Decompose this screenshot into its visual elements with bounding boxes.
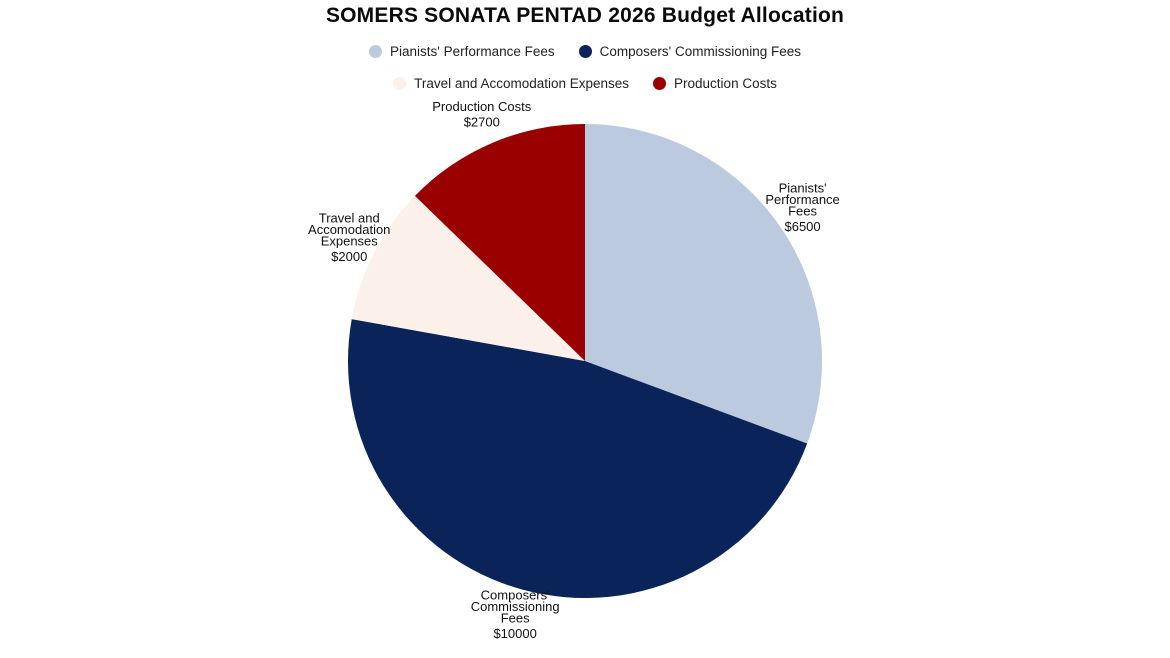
legend-swatch-pianists xyxy=(368,45,382,58)
legend-item-production[interactable]: Production Costs xyxy=(653,76,777,91)
pie-slice-composers[interactable] xyxy=(348,319,808,598)
data-label-travel-line: Travel and xyxy=(319,211,380,226)
data-label-pianists-line: Pianists' xyxy=(779,180,827,195)
legend-item-composers[interactable]: Composers' Commissioning Fees xyxy=(578,44,802,59)
data-label-composers-value: $10000 xyxy=(493,626,536,641)
data-label-composers-line: Composers' xyxy=(481,587,550,602)
data-label-composers-line: Fees xyxy=(501,610,530,625)
legend-row-2: Travel and Accomodation Expenses Product… xyxy=(0,76,1170,91)
data-label-travel-line: Accomodation xyxy=(308,222,390,237)
pie-slice-travel[interactable] xyxy=(351,195,585,361)
data-label-pianists-line: Fees xyxy=(788,203,817,218)
data-label-production-value: $2700 xyxy=(464,115,500,130)
legend-label-travel: Travel and Accomodation Expenses xyxy=(414,76,630,91)
data-label-pianists-value: $6500 xyxy=(784,219,820,234)
legend-swatch-composers xyxy=(578,45,592,58)
legend-item-travel[interactable]: Travel and Accomodation Expenses xyxy=(393,76,629,91)
legend-row-1: Pianists' Performance Fees Composers' Co… xyxy=(0,44,1170,59)
data-label-travel-value: $2000 xyxy=(331,249,367,264)
pie-slice-pianists[interactable] xyxy=(585,124,822,444)
legend-label-composers: Composers' Commissioning Fees xyxy=(599,44,802,59)
data-label-production: Production Costs$2700 xyxy=(432,99,531,129)
legend-label-pianists: Pianists' Performance Fees xyxy=(389,44,555,59)
legend-swatch-travel xyxy=(393,77,407,90)
data-label-pianists-line: Performance xyxy=(765,192,839,207)
data-label-composers-line: Commissioning xyxy=(471,599,560,614)
legend-label-production: Production Costs xyxy=(674,76,777,91)
pie-slice-production[interactable] xyxy=(414,124,585,361)
legend-swatch-production xyxy=(653,77,667,90)
chart-title: SOMERS SONATA PENTAD 2026 Budget Allocat… xyxy=(325,4,845,27)
data-label-travel-line: Expenses xyxy=(321,234,379,249)
legend-item-pianists[interactable]: Pianists' Performance Fees xyxy=(368,44,555,59)
data-label-production-line: Production Costs xyxy=(432,99,531,114)
